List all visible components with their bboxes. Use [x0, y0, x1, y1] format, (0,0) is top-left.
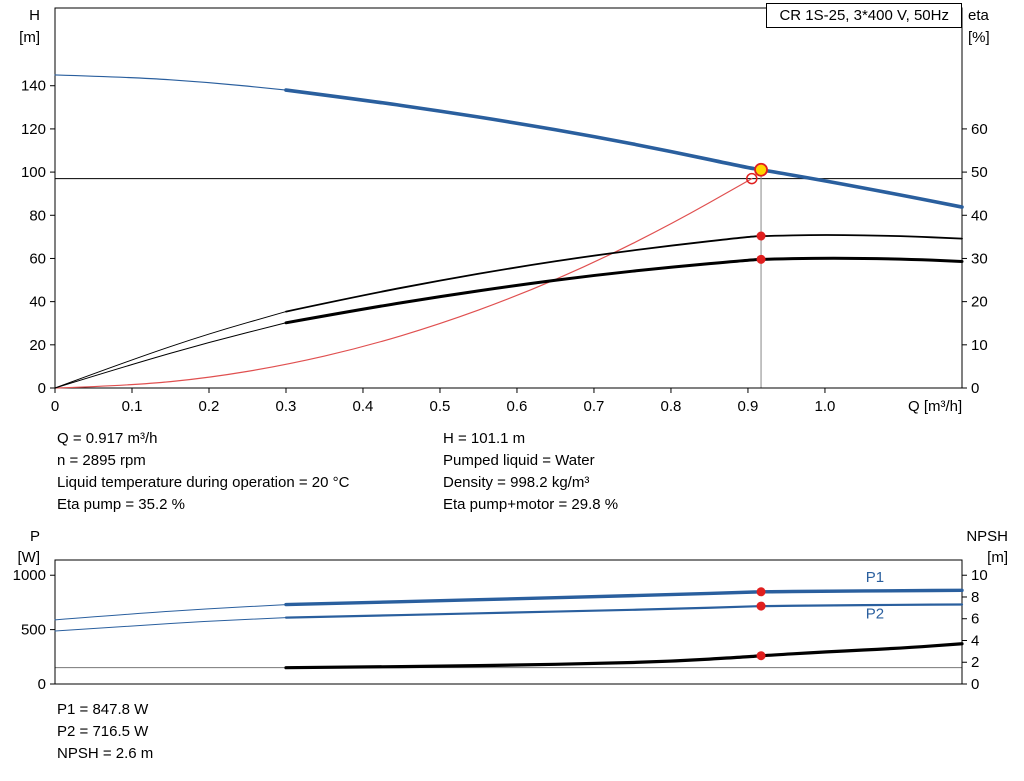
- y-left-tick-label: 500: [21, 622, 46, 639]
- x-tick-label: 0.8: [661, 398, 682, 415]
- result-line-p1: P1 = 847.8 W: [57, 701, 149, 718]
- curve-eta-pump-motor-ext: [54, 322, 287, 389]
- requested-duty-point-marker: [746, 172, 758, 185]
- curve-qh-curve: [284, 88, 964, 209]
- y-right-tick-label: 0: [971, 676, 979, 693]
- y-right-tick-label: 8: [971, 589, 979, 606]
- y-right-axis-unit: [%]: [968, 29, 990, 46]
- y-right-tick-label: 10: [971, 567, 988, 584]
- p2-point-marker: [756, 601, 766, 611]
- y-left-tick-label: 20: [29, 337, 46, 354]
- info-line-pumped-liquid: Pumped liquid = Water: [443, 452, 595, 469]
- info-line-eta-pump: Eta pump = 35.2 %: [57, 496, 185, 513]
- y-right-axis-name: NPSH: [966, 528, 1008, 545]
- y-left-tick-label: 140: [21, 78, 46, 95]
- x-tick-label: 0.5: [430, 398, 451, 415]
- y-left-tick-label: 80: [29, 207, 46, 224]
- y-right-tick-label: 30: [971, 250, 988, 267]
- y-left-tick-label: 1000: [13, 567, 46, 584]
- curve-p2-ext: [54, 617, 287, 632]
- y-left-tick-label: 0: [38, 676, 46, 693]
- info-line-liquid-temperature: Liquid temperature during operation = 20…: [57, 474, 350, 491]
- duty-point-marker: [754, 162, 768, 177]
- npsh-point-marker: [756, 651, 766, 661]
- y-left-axis-unit: [m]: [19, 29, 40, 46]
- x-tick-label: 0: [51, 398, 59, 415]
- series-label-P2: P2: [866, 606, 884, 623]
- result-line-npsh: NPSH = 2.6 m: [57, 745, 154, 762]
- curve-system-curve: [54, 177, 753, 389]
- pump-model-label: CR 1S-25, 3*400 V, 50Hz: [779, 7, 949, 24]
- y-right-tick-label: 4: [971, 632, 979, 649]
- series-label-P1: P1: [866, 569, 884, 586]
- y-left-axis-name: H: [29, 7, 40, 24]
- y-right-tick-label: 10: [971, 337, 988, 354]
- y-right-tick-label: 2: [971, 654, 979, 671]
- duty-info-right-column: H = 101.1 m Pumped liquid = Water Densit…: [443, 428, 618, 516]
- duty-info-left-column: Q = 0.917 m³/h n = 2895 rpm Liquid tempe…: [57, 428, 349, 516]
- y-left-axis-name: P: [30, 528, 40, 545]
- y-right-tick-label: 60: [971, 121, 988, 138]
- curve-npsh-curve: [284, 642, 964, 670]
- curve-eta-pump: [285, 234, 963, 313]
- info-line-flow: Q = 0.917 m³/h: [57, 430, 158, 447]
- curve-p1-ext: [54, 604, 287, 621]
- curve-eta-pump-motor: [284, 256, 964, 325]
- plot-border: [54, 559, 963, 685]
- power-npsh-results: P1 = 847.8 W P2 = 716.5 W NPSH = 2.6 m: [57, 699, 153, 765]
- y-right-tick-label: 20: [971, 294, 988, 311]
- x-axis-label: Q [m³/h]: [908, 398, 962, 415]
- info-line-eta-pump-motor: Eta pump+motor = 29.8 %: [443, 496, 619, 513]
- x-tick-label: 0.6: [507, 398, 528, 415]
- y-right-axis-unit: [m]: [987, 549, 1008, 566]
- x-tick-label: 1.0: [815, 398, 836, 415]
- y-left-tick-label: 100: [21, 164, 46, 181]
- y-left-tick-label: 0: [38, 380, 46, 397]
- eta-pump-point-marker: [756, 231, 766, 241]
- curve-p1-curve: [284, 588, 964, 607]
- x-tick-label: 0.9: [738, 398, 759, 415]
- result-line-p2: P2 = 716.5 W: [57, 723, 149, 740]
- pump-model-box: CR 1S-25, 3*400 V, 50Hz: [766, 3, 962, 28]
- y-right-tick-label: 50: [971, 164, 988, 181]
- p1-point-marker: [756, 587, 766, 597]
- x-tick-label: 0.2: [199, 398, 220, 415]
- info-line-density: Density = 998.2 kg/m³: [443, 474, 590, 491]
- x-tick-label: 0.7: [584, 398, 605, 415]
- x-tick-label: 0.1: [122, 398, 143, 415]
- info-line-head: H = 101.1 m: [443, 430, 526, 447]
- curve-p2-curve: [284, 603, 964, 619]
- y-right-tick-label: 40: [971, 207, 988, 224]
- curve-qh-curve-ext: [54, 74, 287, 91]
- info-line-speed: n = 2895 rpm: [57, 452, 146, 469]
- x-tick-label: 0.3: [276, 398, 297, 415]
- y-left-tick-label: 120: [21, 121, 46, 138]
- curve-eta-pump-ext: [54, 311, 287, 389]
- plot-border: [54, 7, 963, 389]
- y-left-axis-unit: [W]: [18, 549, 41, 566]
- x-tick-label: 0.4: [353, 398, 374, 415]
- y-right-tick-label: 6: [971, 611, 979, 628]
- eta-pump-motor-point-marker: [756, 254, 766, 264]
- y-left-tick-label: 40: [29, 294, 46, 311]
- y-left-tick-label: 60: [29, 250, 46, 267]
- y-right-tick-label: 0: [971, 380, 979, 397]
- y-right-axis-name: eta: [968, 7, 990, 24]
